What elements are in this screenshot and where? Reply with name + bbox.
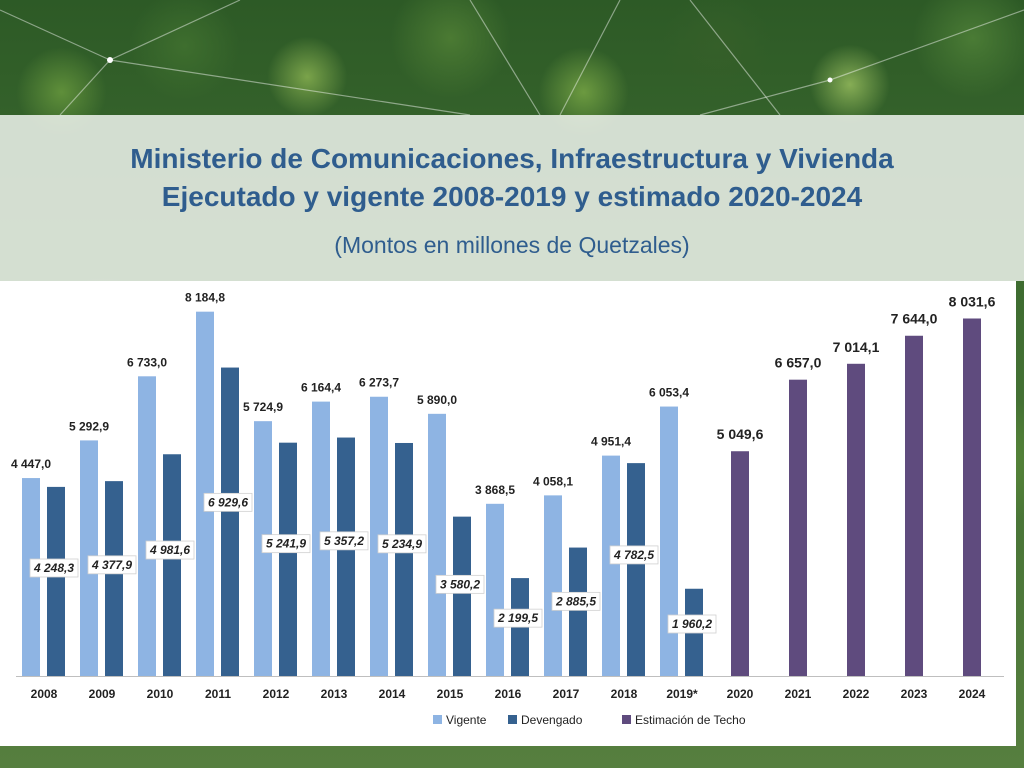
legend-label: Estimación de Techo [635, 713, 746, 727]
x-tick-label: 2019* [666, 687, 698, 701]
bar-estimacion [789, 379, 807, 676]
bar-devengado [163, 454, 181, 676]
bar-estimacion [963, 318, 981, 676]
data-label-devengado: 5 234,9 [382, 537, 422, 551]
data-label-box-devengado [87, 555, 137, 575]
data-label-box-devengado [145, 540, 195, 560]
data-label-devengado: 5 357,2 [324, 534, 364, 548]
bar-vigente [138, 376, 156, 676]
x-tick-label: 2009 [89, 687, 116, 701]
data-label-vigente: 4 058,1 [533, 474, 573, 488]
bar-devengado [105, 481, 123, 676]
data-label-vigente: 4 951,4 [591, 435, 631, 449]
bar-vigente [428, 413, 446, 676]
data-label-devengado: 4 248,3 [33, 561, 74, 575]
data-label-devengado: 4 981,6 [149, 543, 190, 557]
data-label-devengado: 4 782,5 [613, 548, 654, 562]
data-label-devengado: 5 241,9 [266, 537, 306, 551]
bar-vigente [602, 455, 620, 676]
bar-devengado [221, 367, 239, 676]
data-label-box-devengado [319, 531, 369, 551]
data-label-devengado: 1 960,2 [672, 617, 712, 631]
bar-estimacion [905, 335, 923, 676]
legend-swatch [622, 715, 631, 724]
bar-devengado [47, 486, 65, 676]
x-tick-label: 2023 [901, 687, 928, 701]
data-label-vigente: 3 868,5 [475, 483, 515, 497]
x-tick-label: 2014 [379, 687, 406, 701]
legend-label: Vigente [446, 713, 487, 727]
bar-devengado [337, 437, 355, 676]
data-label-box-devengado [435, 574, 485, 594]
x-tick-label: 2024 [959, 687, 986, 701]
data-label-vigente: 5 292,9 [69, 419, 109, 433]
data-label-vigente: 5 724,9 [243, 400, 283, 414]
bar-devengado [395, 442, 413, 676]
data-label-estimacion: 7 644,0 [891, 311, 938, 327]
bar-devengado [453, 516, 471, 676]
data-label-box-devengado [609, 545, 659, 565]
bar-devengado [569, 547, 587, 676]
x-tick-label: 2013 [321, 687, 348, 701]
x-tick-label: 2018 [611, 687, 638, 701]
data-label-box-devengado [261, 534, 311, 554]
x-tick-label: 2010 [147, 687, 174, 701]
bar-estimacion [731, 451, 749, 676]
data-label-vigente: 6 053,4 [649, 386, 689, 400]
chart-title-line2: Ejecutado y vigente 2008-2019 y estimado… [161, 181, 863, 212]
x-tick-label: 2020 [727, 687, 754, 701]
bar-vigente [660, 406, 678, 676]
x-tick-label: 2011 [205, 687, 231, 701]
bar-chart: 2008 4 447,0 4 248,3 2009 5 292,9 4 377,9 2010… [11, 291, 1004, 727]
data-label-devengado: 2 885,5 [555, 594, 596, 608]
chart-panel: 2008 4 447,0 4 248,3 2009 5 292,9 4 377,9 2010… [0, 281, 1016, 746]
data-label-estimacion: 8 031,6 [949, 293, 996, 309]
data-label-box-devengado [667, 614, 717, 634]
data-label-devengado: 4 377,9 [91, 558, 132, 572]
data-label-vigente: 6 733,0 [127, 355, 167, 369]
title-panel [0, 115, 1024, 281]
data-label-box-devengado [551, 591, 601, 611]
bar-estimacion [847, 363, 865, 676]
x-tick-label: 2017 [553, 687, 580, 701]
bar-vigente [486, 503, 504, 676]
data-label-vigente: 5 890,0 [417, 393, 457, 407]
chart-title-line1: Ministerio de Comunicaciones, Infraestru… [130, 143, 894, 174]
data-label-estimacion: 5 049,6 [717, 426, 764, 442]
bar-vigente [544, 495, 562, 676]
data-label-vigente: 4 447,0 [11, 457, 51, 471]
legend-label: Devengado [521, 713, 583, 727]
legend-swatch [433, 715, 442, 724]
x-tick-label: 2012 [263, 687, 290, 701]
chart-subtitle: (Montos en millones de Quetzales) [334, 232, 690, 258]
data-label-vigente: 6 273,7 [359, 376, 399, 390]
data-label-devengado: 2 199,5 [497, 611, 538, 625]
data-label-vigente: 8 184,8 [185, 291, 225, 305]
x-tick-label: 2015 [437, 687, 464, 701]
x-tick-label: 2008 [31, 687, 58, 701]
data-label-estimacion: 7 014,1 [833, 339, 880, 355]
data-label-box-devengado [493, 608, 543, 628]
x-tick-label: 2022 [843, 687, 870, 701]
data-label-box-devengado [377, 534, 427, 554]
data-label-estimacion: 6 657,0 [775, 355, 822, 371]
x-tick-label: 2016 [495, 687, 522, 701]
x-tick-label: 2021 [785, 687, 812, 701]
bar-devengado [279, 442, 297, 676]
data-label-devengado: 3 580,2 [440, 577, 480, 591]
data-label-devengado: 6 929,6 [208, 495, 248, 509]
legend-swatch [508, 715, 517, 724]
data-label-vigente: 6 164,4 [301, 381, 341, 395]
bar-devengado [627, 463, 645, 676]
data-label-box-devengado [203, 492, 253, 512]
data-label-box-devengado [29, 558, 79, 578]
